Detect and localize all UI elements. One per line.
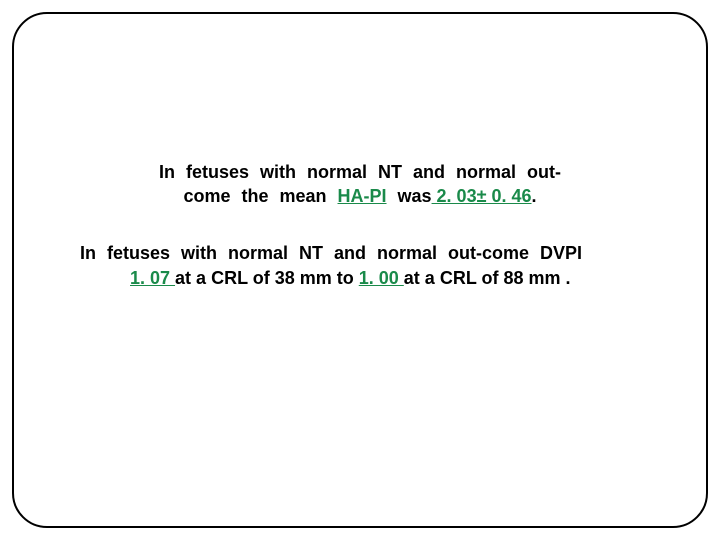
- p2-l2-d: at a CRL of 88 mm .: [404, 268, 571, 288]
- p1-l2-a: come the mean: [183, 186, 337, 206]
- content-block: In fetuses with normal NT and normal out…: [80, 160, 640, 291]
- p1-line1: In fetuses with normal NT and normal out…: [159, 162, 561, 182]
- paragraph-2: In fetuses with normal NT and normal out…: [80, 241, 640, 291]
- p2-l2-b: at a CRL of 38 mm to: [175, 268, 359, 288]
- p1-l2-c: was: [387, 186, 432, 206]
- p2-line1: In fetuses with normal NT and normal out…: [80, 243, 582, 263]
- p1-l2-e: .: [532, 186, 537, 206]
- p2-val2: 1. 00: [359, 268, 404, 288]
- p1-hapi: HA-PI: [338, 186, 387, 206]
- p1-value: 2. 03± 0. 46: [432, 186, 532, 206]
- paragraph-1: In fetuses with normal NT and normal out…: [80, 160, 640, 209]
- p2-line2: 1. 07 at a CRL of 38 mm to 1. 00 at a CR…: [80, 266, 640, 291]
- p2-val1: 1. 07: [130, 268, 175, 288]
